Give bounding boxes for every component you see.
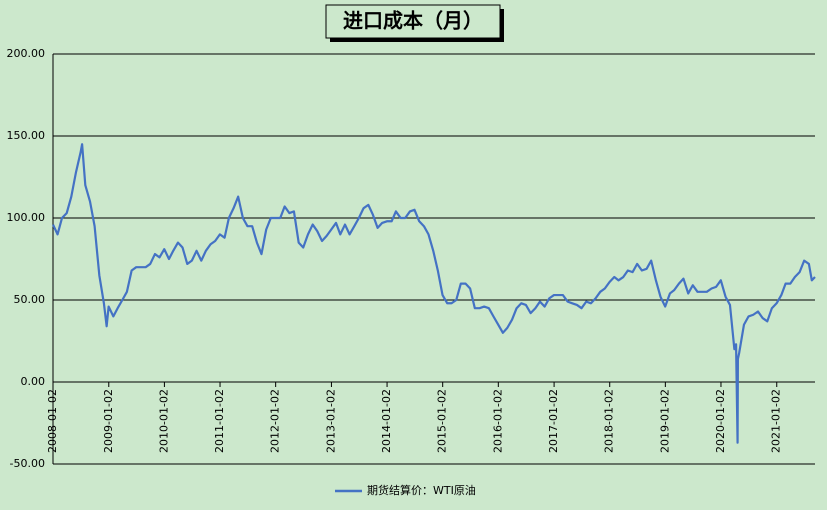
- x-tick-label: 2016-01-02: [491, 389, 504, 453]
- plot-area: -50.00 0.00 50.00 100.00 150.00 200.00 2008-01…: [7, 47, 816, 470]
- x-tick-label: 2008-01-02: [46, 389, 59, 453]
- chart-title: 进口成本（月）: [343, 9, 483, 33]
- x-tick-label: 2015-01-02: [436, 389, 449, 453]
- x-tick-label: 2011-01-02: [213, 389, 226, 453]
- legend-label: 期货结算价：WTI原油: [367, 483, 476, 497]
- x-tick-label: 2010-01-02: [157, 389, 170, 453]
- x-tick-label: 2012-01-02: [269, 389, 282, 453]
- x-tick-label: 2021-01-02: [770, 389, 783, 453]
- x-tick-label: 2018-01-02: [603, 389, 616, 453]
- y-tick-label: 150.00: [7, 129, 46, 142]
- title-box: [325, 4, 501, 39]
- y-tick-label: 100.00: [7, 211, 46, 224]
- x-tick-label: 2013-01-02: [324, 389, 337, 453]
- x-tick-label: 2019-01-02: [658, 389, 671, 453]
- y-tick-label: 50.00: [14, 293, 46, 306]
- y-tick-label: 0.00: [21, 375, 46, 388]
- x-tick-label: 2017-01-02: [547, 389, 560, 453]
- x-tick-label: 2009-01-02: [102, 389, 115, 453]
- x-tick-label: 2014-01-02: [380, 389, 393, 453]
- y-tick-label: 200.00: [7, 47, 46, 60]
- series-line: [52, 143, 816, 444]
- x-tick-label: 2020-01-02: [714, 389, 727, 453]
- y-tick-label: -50.00: [10, 457, 45, 470]
